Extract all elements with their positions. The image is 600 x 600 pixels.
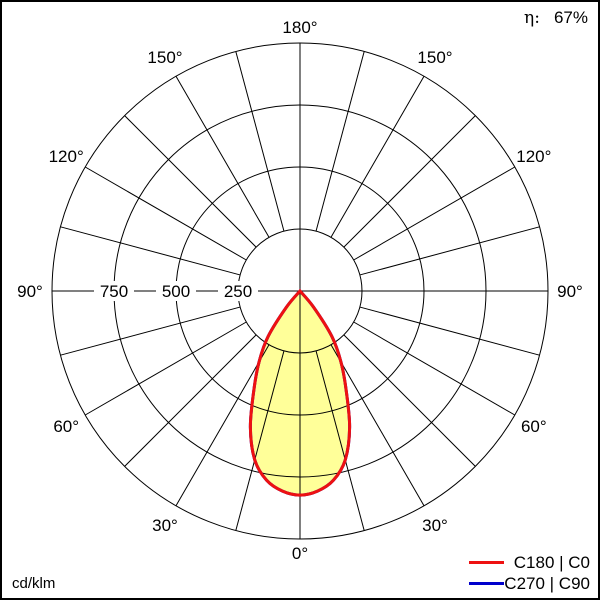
- tick-label-bg: [218, 281, 258, 301]
- tick-label-bg: [94, 281, 134, 301]
- unit-label: cd/klm: [12, 575, 56, 592]
- angle-label: 90°: [17, 282, 43, 301]
- series-curve-1: [248, 288, 352, 497]
- grid-spoke: [343, 334, 476, 467]
- angle-label: 120°: [49, 147, 84, 166]
- grid-spoke: [124, 115, 257, 248]
- angle-label: 0°: [292, 544, 308, 563]
- angle-label: 90°: [557, 282, 583, 301]
- tick-label-bg: [156, 281, 196, 301]
- legend-label: C270 | C90: [504, 573, 590, 593]
- grid-spoke: [330, 75, 425, 238]
- legend-swatch-blue: [469, 582, 505, 585]
- grid-spoke: [343, 115, 476, 248]
- angle-label: 180°: [282, 18, 317, 37]
- grid-spoke: [315, 350, 365, 531]
- legend-label: C180 | C0: [513, 552, 590, 572]
- grid-spoke: [84, 166, 247, 261]
- efficiency-readout: η: 67%: [524, 8, 588, 28]
- grid-spoke: [175, 75, 270, 238]
- grid-spoke: [175, 344, 270, 507]
- grid-spoke: [353, 166, 516, 261]
- angle-label: 30°: [152, 516, 178, 535]
- radial-tick-label: 750: [100, 282, 128, 301]
- grid-spoke: [60, 306, 241, 356]
- angle-label: 30°: [422, 516, 448, 535]
- grid-spoke: [359, 306, 540, 356]
- efficiency-label: η:: [524, 8, 540, 28]
- angle-label: 120°: [516, 147, 551, 166]
- grid-spoke: [235, 51, 285, 232]
- grid-spoke: [353, 321, 516, 416]
- grid-spoke: [124, 334, 257, 467]
- grid-spoke: [84, 321, 247, 416]
- grid-spoke: [60, 226, 241, 276]
- grid-spoke: [359, 226, 540, 276]
- angle-label: 150°: [147, 48, 182, 67]
- angle-label: 60°: [521, 417, 547, 436]
- legend-swatch-red: [469, 561, 504, 564]
- grid-spoke: [315, 51, 365, 232]
- grid-spoke: [235, 350, 285, 531]
- efficiency-value: 67%: [553, 8, 588, 27]
- angle-label: 150°: [417, 48, 452, 67]
- radial-tick-label: 250: [224, 282, 252, 301]
- grid-spoke: [330, 344, 425, 507]
- legend: C180 | C0 C270 | C90: [469, 552, 590, 594]
- angle-label: 60°: [53, 417, 79, 436]
- legend-item-c180-c0: C180 | C0: [469, 552, 590, 573]
- radial-tick-label: 500: [162, 282, 190, 301]
- legend-item-c270-c90: C270 | C90: [469, 573, 590, 594]
